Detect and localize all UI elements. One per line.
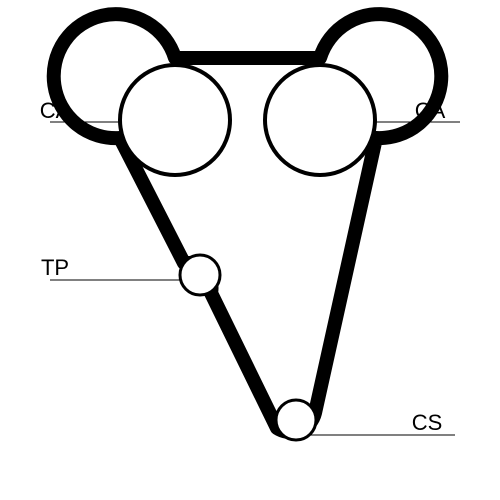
belt-diagram: CA CA TP CS (0, 0, 500, 500)
label-cs: CS (412, 410, 443, 435)
belt-path (54, 14, 442, 432)
belt (54, 14, 442, 432)
label-ca_left: CA (40, 98, 71, 123)
pulley-group (120, 65, 375, 440)
label-tp: TP (41, 255, 69, 280)
pulley-ca_left (120, 65, 230, 175)
pulley-tp (180, 255, 220, 295)
label-group: CA CA TP CS (40, 98, 446, 435)
pulley-ca_right (265, 65, 375, 175)
pulley-cs (276, 400, 316, 440)
label-ca_right: CA (415, 98, 446, 123)
